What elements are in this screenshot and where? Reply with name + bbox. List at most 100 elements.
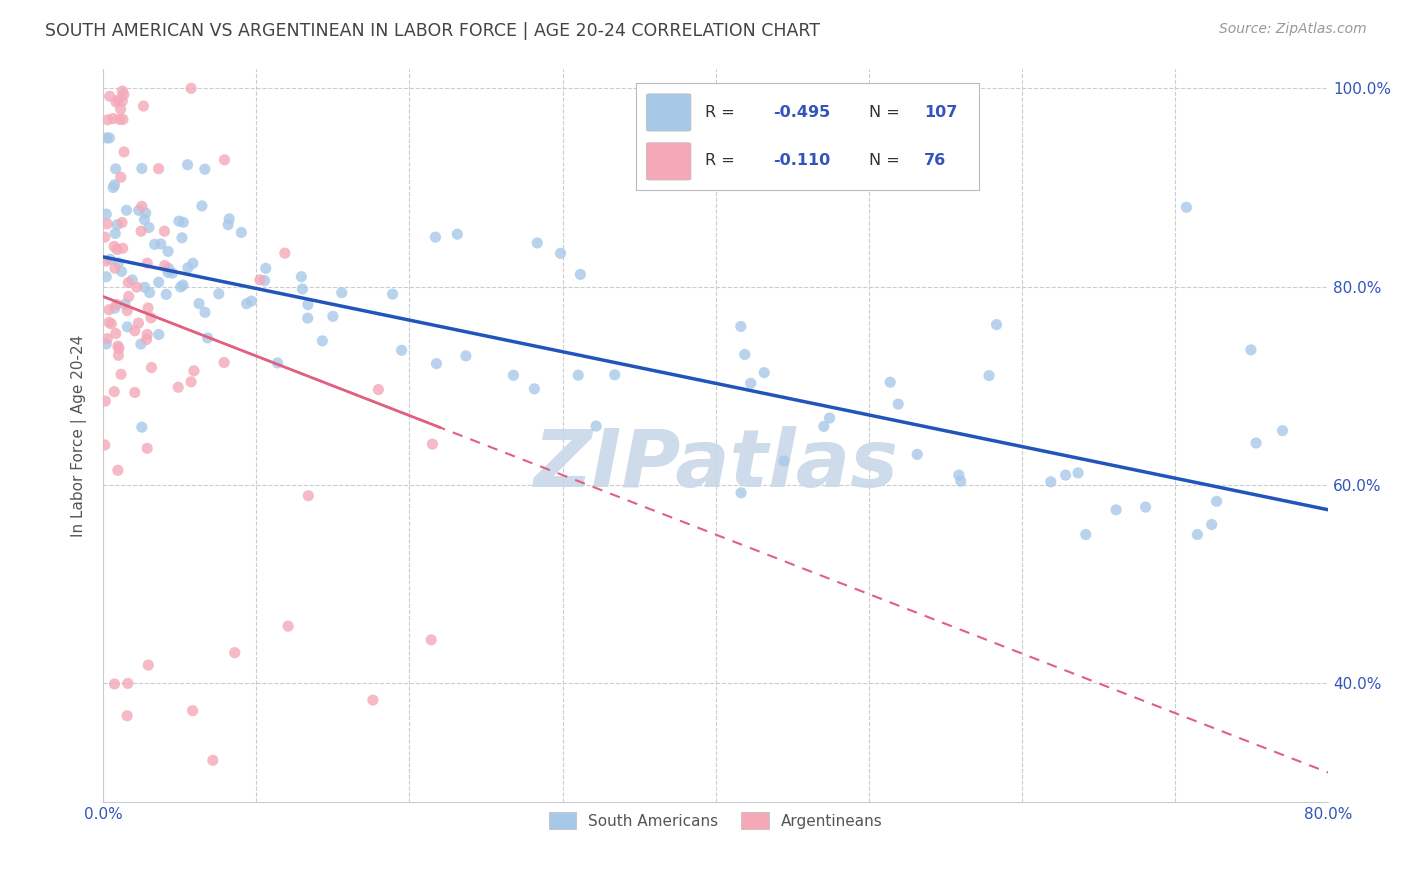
Point bbox=[136, 301, 159, 315]
Point bbox=[254, 261, 277, 276]
Text: ZIPatlas: ZIPatlas bbox=[533, 425, 898, 504]
Point bbox=[240, 294, 263, 309]
Point bbox=[381, 287, 404, 301]
Point bbox=[131, 161, 153, 176]
Point bbox=[218, 211, 240, 226]
Point bbox=[115, 303, 138, 318]
Point bbox=[212, 355, 235, 369]
Point bbox=[188, 296, 211, 310]
Point bbox=[107, 256, 129, 270]
Point bbox=[94, 394, 117, 409]
Point bbox=[107, 348, 129, 362]
Point bbox=[108, 342, 131, 356]
Point bbox=[153, 259, 176, 273]
Point bbox=[135, 333, 157, 347]
Point bbox=[502, 368, 524, 383]
Point bbox=[180, 375, 202, 389]
Point bbox=[105, 243, 128, 257]
Point bbox=[125, 280, 148, 294]
Point bbox=[297, 489, 319, 503]
Point bbox=[550, 246, 572, 260]
Point bbox=[167, 380, 190, 394]
Point bbox=[197, 331, 219, 345]
Point bbox=[391, 343, 413, 358]
Point bbox=[104, 227, 127, 241]
Point bbox=[773, 454, 796, 468]
Point bbox=[111, 241, 134, 255]
Point bbox=[1201, 517, 1223, 532]
Point bbox=[124, 324, 146, 338]
Point bbox=[297, 298, 319, 312]
Point bbox=[201, 753, 224, 767]
Point bbox=[136, 327, 159, 342]
Point bbox=[143, 237, 166, 252]
Point bbox=[103, 178, 125, 192]
Point bbox=[155, 287, 177, 301]
Point bbox=[110, 368, 132, 382]
Point bbox=[208, 286, 231, 301]
Point bbox=[111, 215, 134, 229]
Point bbox=[183, 364, 205, 378]
Point bbox=[194, 162, 217, 177]
Point bbox=[148, 161, 170, 176]
Point bbox=[148, 327, 170, 342]
Point bbox=[115, 708, 138, 723]
Point bbox=[136, 442, 159, 456]
Point bbox=[118, 289, 141, 303]
Point bbox=[191, 199, 214, 213]
Point bbox=[128, 203, 150, 218]
Point bbox=[361, 693, 384, 707]
Point bbox=[104, 301, 127, 316]
Text: Source: ZipAtlas.com: Source: ZipAtlas.com bbox=[1219, 22, 1367, 37]
Point bbox=[180, 81, 202, 95]
Point bbox=[96, 332, 118, 346]
Point bbox=[603, 368, 626, 382]
Point bbox=[1187, 527, 1209, 541]
Point bbox=[98, 315, 121, 329]
Point bbox=[139, 310, 162, 325]
Point bbox=[103, 677, 125, 691]
Point bbox=[94, 254, 117, 268]
Point bbox=[217, 218, 239, 232]
Point bbox=[730, 485, 752, 500]
Point bbox=[754, 366, 776, 380]
Point bbox=[129, 224, 152, 238]
Point bbox=[526, 235, 548, 250]
Point bbox=[136, 658, 159, 673]
Point bbox=[986, 318, 1008, 332]
Point bbox=[136, 256, 159, 270]
Point bbox=[367, 383, 389, 397]
Point bbox=[129, 337, 152, 351]
Point bbox=[98, 89, 121, 103]
Point bbox=[101, 180, 124, 194]
Point bbox=[569, 268, 592, 282]
Point bbox=[135, 206, 157, 220]
Point bbox=[167, 214, 190, 228]
Point bbox=[297, 311, 319, 326]
Point bbox=[567, 368, 589, 383]
Point bbox=[117, 676, 139, 690]
Point bbox=[887, 397, 910, 411]
Point bbox=[103, 384, 125, 399]
Point bbox=[148, 275, 170, 289]
Point bbox=[949, 474, 972, 488]
Point bbox=[235, 296, 257, 310]
Point bbox=[1039, 475, 1062, 489]
Point bbox=[169, 280, 191, 294]
Point bbox=[105, 218, 128, 232]
Point bbox=[194, 305, 217, 319]
Point bbox=[253, 274, 276, 288]
Point bbox=[1175, 200, 1198, 214]
Point bbox=[425, 230, 447, 244]
Point bbox=[818, 411, 841, 425]
Point bbox=[93, 438, 115, 452]
Point bbox=[446, 227, 468, 242]
Point bbox=[1054, 468, 1077, 483]
Point bbox=[104, 326, 127, 341]
Point bbox=[523, 382, 546, 396]
Legend: South Americans, Argentineans: South Americans, Argentineans bbox=[543, 806, 889, 835]
Point bbox=[730, 319, 752, 334]
Point bbox=[172, 215, 194, 229]
Point bbox=[115, 203, 138, 218]
Point bbox=[311, 334, 333, 348]
